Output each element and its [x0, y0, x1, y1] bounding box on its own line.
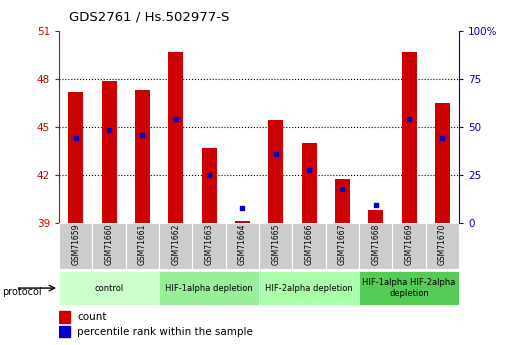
Text: GDS2761 / Hs.502977-S: GDS2761 / Hs.502977-S: [69, 10, 230, 23]
Text: GSM71665: GSM71665: [271, 224, 280, 265]
Text: GSM71662: GSM71662: [171, 224, 180, 265]
Text: GSM71660: GSM71660: [105, 224, 113, 265]
Text: HIF-1alpha depletion: HIF-1alpha depletion: [165, 284, 253, 293]
Bar: [359, 271, 459, 305]
Bar: [392, 223, 426, 269]
Text: GSM71661: GSM71661: [138, 224, 147, 265]
Bar: [402, 52, 417, 223]
Text: percentile rank within the sample: percentile rank within the sample: [77, 327, 253, 337]
Bar: [292, 223, 326, 269]
Text: GSM71667: GSM71667: [338, 224, 347, 265]
Bar: [259, 223, 292, 269]
Text: HIF-2alpha depletion: HIF-2alpha depletion: [265, 284, 353, 293]
Bar: [435, 103, 450, 223]
Text: GSM71664: GSM71664: [238, 224, 247, 265]
Bar: [268, 120, 283, 223]
Text: protocol: protocol: [3, 287, 42, 296]
Bar: [102, 80, 116, 223]
Text: GSM71668: GSM71668: [371, 224, 380, 265]
Bar: [59, 311, 70, 323]
Bar: [168, 52, 183, 223]
Bar: [126, 223, 159, 269]
Bar: [202, 148, 216, 223]
Bar: [326, 223, 359, 269]
Bar: [92, 223, 126, 269]
Text: GSM71666: GSM71666: [305, 224, 313, 265]
Bar: [335, 179, 350, 223]
Bar: [59, 326, 70, 337]
Text: count: count: [77, 312, 107, 322]
Text: HIF-1alpha HIF-2alpha
depletion: HIF-1alpha HIF-2alpha depletion: [362, 278, 456, 298]
Text: GSM71670: GSM71670: [438, 224, 447, 265]
Bar: [368, 210, 383, 223]
Bar: [135, 90, 150, 223]
Bar: [259, 271, 359, 305]
Text: control: control: [94, 284, 124, 293]
Bar: [302, 143, 317, 223]
Bar: [59, 271, 159, 305]
Bar: [192, 223, 226, 269]
Bar: [59, 223, 92, 269]
Bar: [359, 223, 392, 269]
Bar: [68, 92, 83, 223]
Bar: [159, 271, 259, 305]
Text: GSM71669: GSM71669: [405, 224, 413, 265]
Text: GSM71659: GSM71659: [71, 224, 80, 265]
Text: GSM71663: GSM71663: [205, 224, 213, 265]
Bar: [235, 221, 250, 223]
Bar: [159, 223, 192, 269]
Bar: [426, 223, 459, 269]
Bar: [226, 223, 259, 269]
